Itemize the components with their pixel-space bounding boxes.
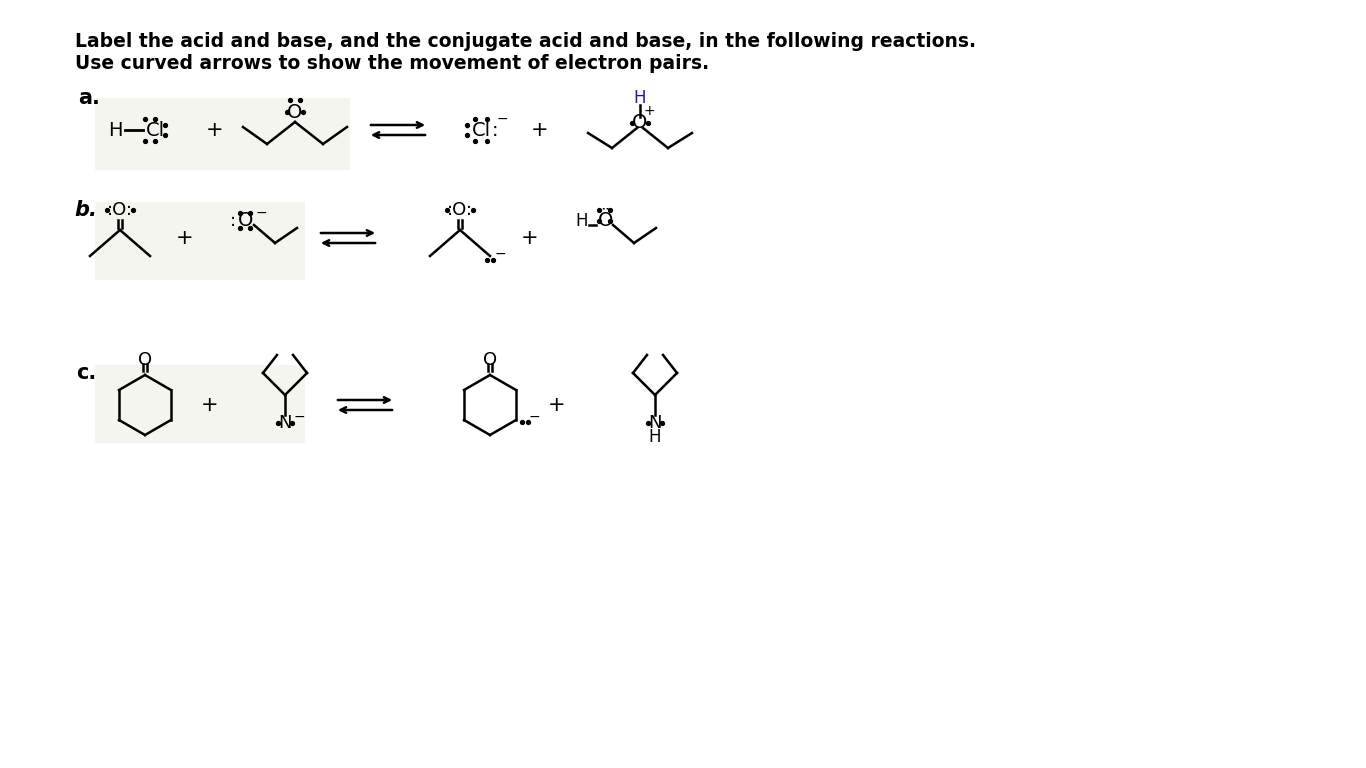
Text: O: O	[484, 351, 497, 369]
Text: H: H	[108, 121, 122, 140]
Text: Cl: Cl	[145, 121, 164, 140]
FancyBboxPatch shape	[96, 98, 350, 170]
Text: O: O	[138, 351, 152, 369]
Text: O: O	[238, 211, 254, 230]
Text: b.: b.	[74, 200, 97, 220]
Text: −: −	[494, 247, 505, 261]
Text: O: O	[287, 102, 303, 121]
Text: −: −	[529, 410, 540, 424]
Text: Ö: Ö	[598, 211, 613, 230]
Text: −: −	[496, 112, 508, 126]
Text: H: H	[634, 89, 646, 107]
Text: +: +	[522, 228, 538, 248]
Text: :: :	[229, 212, 236, 230]
Text: :: :	[492, 121, 499, 140]
FancyBboxPatch shape	[96, 365, 305, 443]
Text: :O:: :O:	[447, 201, 473, 219]
Text: H: H	[649, 428, 661, 446]
Text: +: +	[201, 395, 219, 415]
Text: N: N	[649, 414, 661, 432]
Text: +: +	[176, 228, 194, 248]
Text: a.: a.	[78, 88, 100, 108]
Text: :: :	[463, 121, 470, 140]
Text: +: +	[548, 395, 566, 415]
FancyBboxPatch shape	[96, 202, 305, 280]
Text: H: H	[575, 212, 589, 230]
Text: −: −	[294, 410, 305, 424]
Text: Label the acid and base, and the conjugate acid and base, in the following react: Label the acid and base, and the conjuga…	[75, 32, 975, 51]
Text: :O:: :O:	[107, 201, 133, 219]
Text: N: N	[279, 414, 292, 432]
Text: +: +	[206, 120, 224, 140]
Text: Cl: Cl	[471, 121, 490, 140]
Text: +: +	[643, 104, 654, 118]
Text: c.: c.	[76, 363, 96, 383]
Text: −: −	[255, 206, 266, 220]
Text: +: +	[531, 120, 549, 140]
Text: O: O	[632, 114, 647, 133]
Text: Use curved arrows to show the movement of electron pairs.: Use curved arrows to show the movement o…	[75, 54, 709, 73]
